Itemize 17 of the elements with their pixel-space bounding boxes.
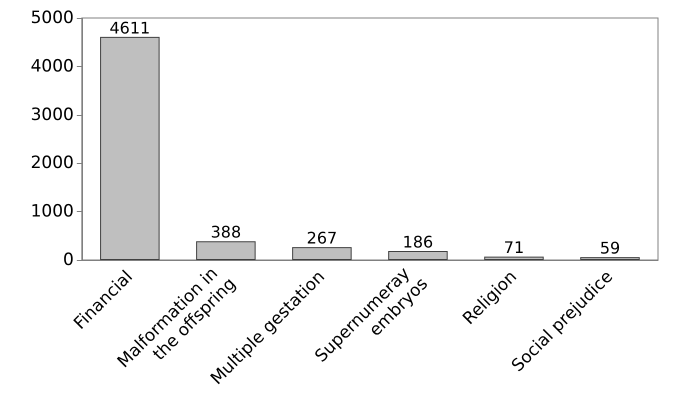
data-label: 4611 bbox=[109, 18, 150, 38]
data-label: 71 bbox=[504, 238, 524, 258]
data-label: 267 bbox=[306, 228, 338, 248]
data-label: 186 bbox=[402, 232, 434, 252]
y-tick-label: 3000 bbox=[30, 104, 74, 125]
bar bbox=[388, 251, 448, 260]
y-tick-label: 2000 bbox=[30, 153, 74, 174]
data-label: 59 bbox=[600, 238, 620, 258]
y-tick-label: 5000 bbox=[30, 8, 74, 28]
data-label: 388 bbox=[210, 222, 242, 242]
y-tick-label: 1000 bbox=[30, 202, 74, 222]
bar bbox=[100, 36, 160, 260]
y-tick-label: 0 bbox=[63, 250, 74, 270]
bar bbox=[292, 247, 352, 260]
bar bbox=[196, 241, 256, 260]
y-tick-label: 4000 bbox=[30, 56, 74, 76]
bar bbox=[484, 256, 544, 260]
